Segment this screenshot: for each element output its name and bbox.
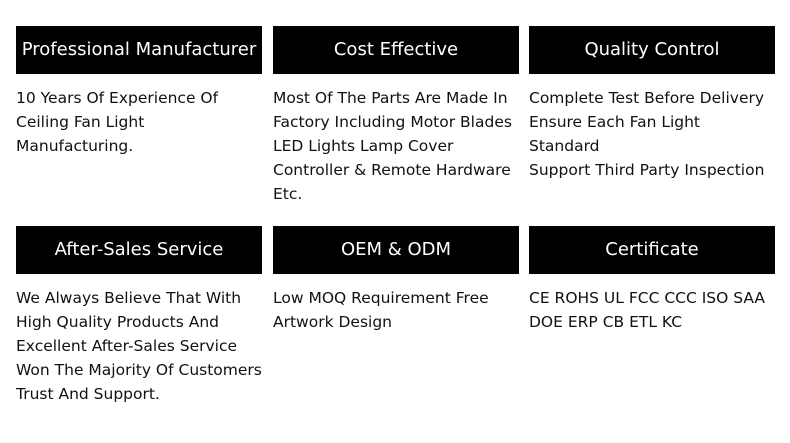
card-title: Certificate <box>529 226 775 274</box>
text-line: We Always Believe That With <box>16 289 242 307</box>
feature-card: Professional Manufacturer 10 Years Of Exp… <box>16 26 262 158</box>
feature-card: Certificate CE ROHS UL FCC CCC ISO SAA DOE… <box>529 226 775 334</box>
text-line: Support Third Party Inspection <box>529 161 765 179</box>
text-line: Complete Test Before Delivery <box>529 89 765 107</box>
feature-card: After-Sales Service We Always Believe Tha… <box>16 226 262 406</box>
text-line: Ceiling Fan Light <box>16 113 145 131</box>
text-line: Artwork Design <box>273 313 393 331</box>
feature-card: Quality Control Complete Test Before Deli… <box>529 26 775 182</box>
text-line: Low MOQ Requirement Free <box>273 289 489 307</box>
text-line: High Quality Products And <box>16 313 219 331</box>
feature-card: OEM & ODM Low MOQ Requirement Free Artwork… <box>273 226 519 334</box>
card-text: Complete Test Before Delivery Ensure Each… <box>529 86 775 182</box>
card-title: Cost Effective <box>273 26 519 74</box>
text-line: Most Of The Parts Are Made In <box>273 89 508 107</box>
text-line: Manufacturing. <box>16 137 134 155</box>
text-line: 10 Years Of Experience Of <box>16 89 219 107</box>
card-text: Low MOQ Requirement Free Artwork Design <box>273 286 519 334</box>
text-line: Won The Majority Of Customers <box>16 361 262 379</box>
card-title: Quality Control <box>529 26 775 74</box>
text-line: Factory Including Motor Blades <box>273 113 512 131</box>
card-text: 10 Years Of Experience Of Ceiling Fan Lig… <box>16 86 262 158</box>
text-line: Ensure Each Fan Light Standard <box>529 113 700 155</box>
card-title: Professional Manufacturer <box>16 26 262 74</box>
text-line: Excellent After-Sales Service <box>16 337 238 355</box>
card-title: After-Sales Service <box>16 226 262 274</box>
card-text: We Always Believe That With High Quality … <box>16 286 262 406</box>
card-text: Most Of The Parts Are Made In Factory Inc… <box>273 86 519 206</box>
feature-card: Cost Effective Most Of The Parts Are Made… <box>273 26 519 206</box>
text-line: DOE ERP CB ETL KC <box>529 313 683 331</box>
card-text: CE ROHS UL FCC CCC ISO SAA DOE ERP CB ETL… <box>529 286 775 334</box>
text-line: CE ROHS UL FCC CCC ISO SAA <box>529 289 766 307</box>
card-title: OEM & ODM <box>273 226 519 274</box>
text-line: Trust And Support. <box>16 385 160 403</box>
text-line: Controller & Remote Hardware <box>273 161 511 179</box>
text-line: Etc. <box>273 185 303 203</box>
text-line: LED Lights Lamp Cover <box>273 137 454 155</box>
